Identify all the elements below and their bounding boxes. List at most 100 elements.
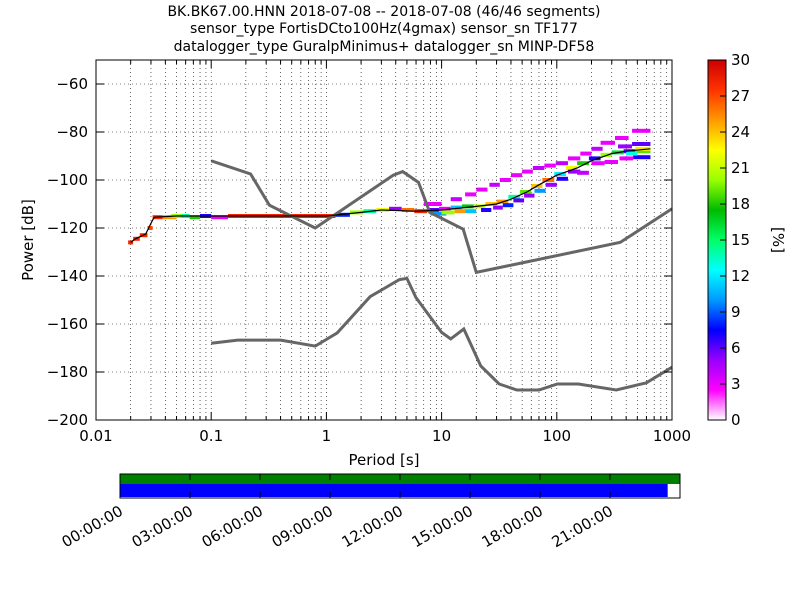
ppsd-cell: [524, 193, 535, 198]
ppsd-cell: [485, 202, 497, 206]
time-tick-label: 12:00:00: [339, 502, 406, 551]
ppsd-cell: [580, 151, 592, 156]
time-tick-label: 00:00:00: [59, 502, 126, 551]
ppsd-cell: [556, 176, 568, 181]
ppsd-cell: [211, 215, 229, 220]
coverage-bar-bottom: [120, 484, 668, 497]
ppsd-cell: [555, 161, 568, 166]
ppsd-cell: [626, 151, 638, 156]
ppsd-cell: [499, 178, 511, 182]
ppsd-cell: [401, 208, 415, 212]
time-coverage-bar: 00:00:00 03:00:00 06:00:00 09:00:00 12:00:00…: [59, 473, 681, 551]
median-line: [130, 148, 651, 243]
ppsd-cell: [481, 208, 492, 212]
noise-models: [210, 159, 673, 392]
ppsd-cell: [619, 156, 634, 161]
x-tick-label: 1000: [653, 427, 691, 445]
ppsd-cell: [614, 136, 629, 140]
colorbar-tick-label: 15: [731, 231, 750, 249]
plot-background: [96, 60, 672, 420]
time-tick-label: 18:00:00: [479, 502, 546, 551]
y-tick-label: −200: [47, 411, 88, 429]
time-tick-label: 15:00:00: [409, 502, 476, 551]
ppsd-cell: [508, 194, 521, 199]
time-tick-label: 09:00:00: [269, 502, 336, 551]
y-tick-label: −140: [47, 267, 88, 285]
ppsd-cell: [128, 240, 134, 245]
ppsd-cell: [493, 205, 503, 210]
colorbar-tick-label: 12: [731, 267, 750, 285]
ppsd-cell: [604, 160, 619, 164]
x-axis-ticks: 0.01 0.1 1 10 100 1000: [79, 60, 691, 445]
time-tick-label: 03:00:00: [129, 502, 196, 551]
y-tick-label: −180: [47, 363, 88, 381]
ppsd-cell: [522, 169, 533, 174]
time-tick-label: 21:00:00: [549, 502, 616, 551]
ppsd-cell: [510, 173, 523, 178]
ppsd-cell: [189, 215, 201, 220]
ppsd-cell: [454, 209, 466, 214]
ppsd-cell: [632, 128, 651, 133]
ppsd-cell: [567, 156, 581, 161]
grid-lines: [96, 60, 672, 420]
colorbar-tick-label: 30: [731, 51, 750, 69]
ppsd-cell: [635, 146, 651, 151]
chart-title: BK.BK67.00.HNN 2018-07-08 -- 2018-07-08 …: [167, 4, 600, 55]
x-tick-label: 0.01: [79, 427, 112, 445]
ppsd-cell: [577, 170, 589, 175]
colorbar-tick-label: 6: [731, 339, 741, 357]
plot-frame: [95, 59, 673, 421]
ppsd-cell: [534, 188, 546, 193]
ppsd-cell: [465, 209, 477, 214]
colorbar-tick-label: 27: [731, 87, 750, 105]
ppsd-cell: [600, 140, 615, 145]
ppsd-cell: [502, 203, 514, 208]
ppsd-cell: [565, 166, 578, 170]
ppsd-cell: [577, 161, 589, 166]
title-line-1: BK.BK67.00.HNN 2018-07-08 -- 2018-07-08 …: [167, 4, 600, 20]
y-axis-label: Power [dB]: [19, 199, 37, 281]
ppsd-cell: [465, 192, 477, 197]
noise-model-low-line: [211, 276, 673, 392]
colorbar-ticks: 0 3 6 9 12 15 18 21 24 27 30: [720, 51, 750, 429]
ppsd-cell: [389, 206, 402, 211]
noise-model-high-line: [210, 159, 673, 275]
ppsd-cell: [513, 198, 525, 203]
y-axis-ticks: −60 −80 −100 −120 −140 −160 −180 −200: [47, 75, 672, 429]
ppsd-cell: [567, 169, 581, 174]
y-tick-label: −120: [47, 219, 88, 237]
colorbar-tick-label: 0: [731, 411, 741, 429]
colorbar-label: [%]: [769, 227, 787, 253]
x-tick-label: 10: [432, 427, 451, 445]
ppsd-cell: [461, 204, 474, 209]
time-tick-label: 06:00:00: [199, 502, 266, 551]
ppsd-cell: [591, 161, 605, 166]
ppsd-cell: [600, 152, 612, 157]
ppsd-cell: [476, 187, 488, 192]
ppsd-cell: [544, 163, 556, 168]
ppsd-cell: [147, 226, 153, 230]
plot-area: 0.01 0.1 1 10 100 1000 −60 −80 −100 −120 −140 −160…: [47, 59, 691, 445]
x-tick-label: 100: [542, 427, 571, 445]
x-tick-label: 0.1: [199, 427, 223, 445]
y-tick-label: −100: [47, 171, 88, 189]
ppsd-cell: [635, 149, 651, 154]
colorbar-tick-label: 18: [731, 195, 750, 213]
ppsd-cell: [439, 206, 451, 211]
ppsd-cell: [441, 210, 455, 215]
title-line-2: sensor_type FortisDCto100Hz(4gmax) senso…: [190, 21, 578, 37]
colorbar: 0 3 6 9 12 15 18 21 24 27 30 [%]: [707, 51, 787, 429]
x-axis-label: Period [s]: [348, 451, 419, 469]
median-polyline: [130, 148, 651, 243]
x-tick-label: 1: [322, 427, 332, 445]
ppsd-cell: [545, 182, 557, 187]
ppsd-cell: [489, 182, 500, 187]
ppsd-cell: [423, 202, 442, 206]
ppsd-cell: [633, 155, 651, 160]
colorbar-tick-label: 3: [731, 375, 741, 393]
ppsd-cell: [450, 197, 462, 202]
y-tick-label: −80: [56, 123, 88, 141]
ppsd-cell: [618, 144, 633, 149]
colorbar-tick-label: 24: [731, 123, 750, 141]
